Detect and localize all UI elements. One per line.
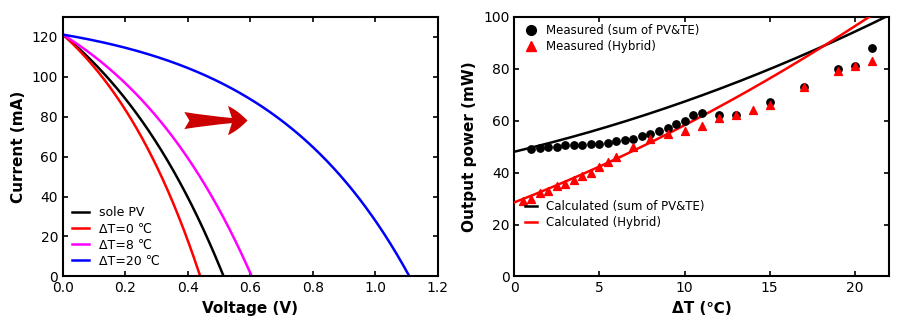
Line: sole PV: sole PV <box>63 35 227 276</box>
ΔT=0 ℃ <box>58 33 68 37</box>
Point <box>711 115 725 121</box>
X-axis label: Voltage (V): Voltage (V) <box>202 301 298 316</box>
Line: ΔT=8 ℃: ΔT=8 ℃ <box>63 35 255 276</box>
ΔT=20 ℃ <box>298 136 309 140</box>
Point <box>609 154 624 160</box>
ΔT=8 ℃ <box>77 46 88 50</box>
Point <box>652 128 666 133</box>
ΔT=8 ℃ <box>211 202 221 206</box>
Line: ΔT=0 ℃: ΔT=0 ℃ <box>63 35 203 276</box>
Point <box>567 143 581 148</box>
Point <box>567 178 581 183</box>
Y-axis label: Current (mA): Current (mA) <box>11 91 26 203</box>
ΔT=20 ℃ <box>212 79 222 83</box>
Point <box>558 181 572 187</box>
Point <box>644 136 658 141</box>
ΔT=20 ℃ <box>404 274 415 278</box>
Legend: sole PV, ΔT=0 ℃, ΔT=8 ℃, ΔT=20 ℃: sole PV, ΔT=0 ℃, ΔT=8 ℃, ΔT=20 ℃ <box>69 204 162 270</box>
Point <box>584 141 598 146</box>
ΔT=0 ℃ <box>167 199 178 203</box>
sole PV <box>188 207 199 211</box>
Point <box>644 131 658 136</box>
Point <box>550 183 564 188</box>
Point <box>796 84 811 89</box>
ΔT=20 ℃ <box>407 274 418 278</box>
sole PV <box>58 33 68 37</box>
Point <box>533 145 547 150</box>
Point <box>609 139 624 144</box>
Point <box>831 69 845 74</box>
sole PV <box>221 274 232 278</box>
Point <box>584 170 598 175</box>
Legend: Calculated (sum of PV&TE), Calculated (Hybrid): Calculated (sum of PV&TE), Calculated (H… <box>524 199 706 231</box>
ΔT=0 ℃ <box>195 274 206 278</box>
Point <box>865 58 879 63</box>
Point <box>541 144 555 149</box>
Line: ΔT=20 ℃: ΔT=20 ℃ <box>63 35 412 276</box>
ΔT=20 ℃ <box>94 40 104 43</box>
Point <box>550 144 564 149</box>
ΔT=0 ℃ <box>72 46 83 50</box>
ΔT=8 ℃ <box>142 104 153 108</box>
ΔT=8 ℃ <box>189 166 200 170</box>
Point <box>661 126 675 131</box>
sole PV <box>219 274 230 278</box>
ΔT=0 ℃ <box>114 99 125 103</box>
X-axis label: ΔT (℃): ΔT (℃) <box>671 301 732 316</box>
Point <box>626 136 641 141</box>
Point <box>592 165 607 170</box>
Point <box>575 143 590 148</box>
Point <box>762 100 777 105</box>
sole PV <box>130 110 140 113</box>
Point <box>711 113 725 118</box>
ΔT=8 ℃ <box>58 33 68 37</box>
ΔT=0 ℃ <box>169 206 180 210</box>
sole PV <box>185 201 196 205</box>
ΔT=20 ℃ <box>337 175 347 179</box>
Point <box>686 113 700 118</box>
Point <box>575 174 590 179</box>
Point <box>516 198 530 204</box>
Point <box>695 123 709 129</box>
Point <box>695 110 709 115</box>
Point <box>831 66 845 71</box>
sole PV <box>124 102 135 106</box>
Point <box>728 113 742 118</box>
ΔT=20 ℃ <box>58 33 68 37</box>
Point <box>634 133 649 139</box>
Point <box>848 63 862 69</box>
Point <box>558 143 572 148</box>
Point <box>661 131 675 136</box>
Point <box>745 108 760 113</box>
Point <box>600 140 615 145</box>
Point <box>524 196 538 201</box>
Point <box>617 137 632 143</box>
ΔT=20 ℃ <box>199 73 210 77</box>
Point <box>533 191 547 196</box>
Point <box>678 128 692 133</box>
sole PV <box>170 172 181 176</box>
ΔT=8 ℃ <box>249 274 260 278</box>
Point <box>678 118 692 123</box>
ΔT=0 ℃ <box>198 274 209 278</box>
ΔT=20 ℃ <box>330 168 341 172</box>
Point <box>728 113 742 118</box>
Point <box>865 45 879 50</box>
Point <box>626 144 641 149</box>
Point <box>524 146 538 152</box>
Point <box>796 84 811 89</box>
sole PV <box>74 47 85 51</box>
ΔT=0 ℃ <box>120 107 130 111</box>
Point <box>848 63 862 69</box>
ΔT=0 ℃ <box>154 170 165 174</box>
Point <box>592 141 607 146</box>
Y-axis label: Output power (mW): Output power (mW) <box>463 61 477 232</box>
ΔT=8 ℃ <box>207 196 218 200</box>
Point <box>762 102 777 108</box>
ΔT=8 ℃ <box>247 274 257 278</box>
Point <box>541 188 555 193</box>
ΔT=8 ℃ <box>135 97 146 101</box>
Point <box>669 122 683 127</box>
Point <box>600 160 615 165</box>
